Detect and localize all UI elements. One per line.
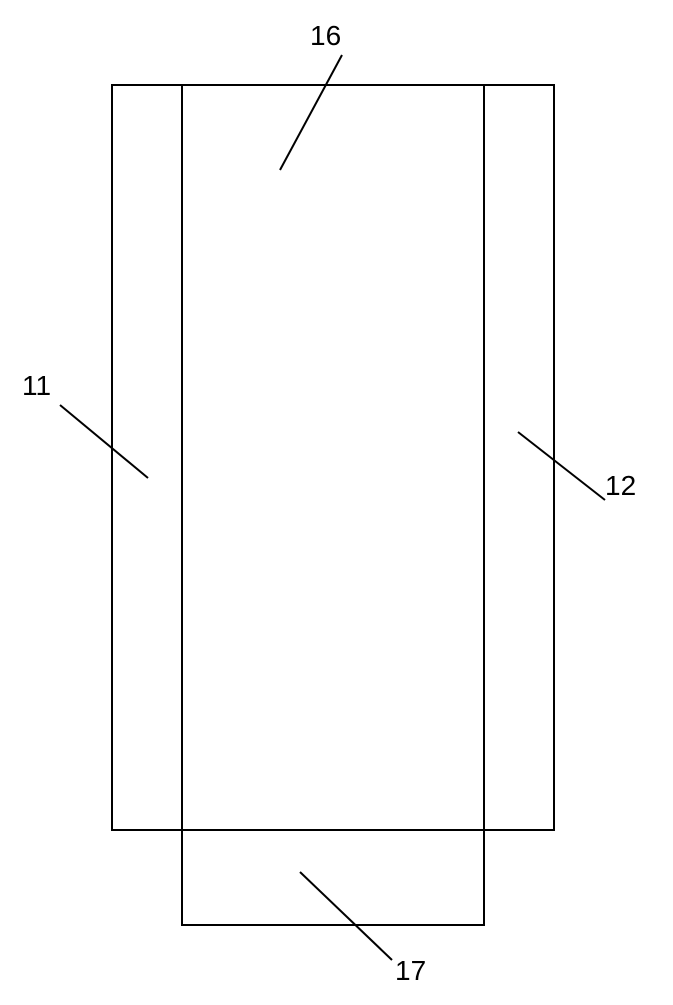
label-12: 12 <box>605 470 636 502</box>
leader-line-12 <box>518 432 605 500</box>
leader-line-16 <box>280 55 342 170</box>
bottom-rectangle <box>182 830 484 925</box>
diagram-svg <box>0 0 673 1000</box>
label-16: 16 <box>310 20 341 52</box>
leader-line-17 <box>300 872 392 960</box>
label-11: 11 <box>22 370 51 402</box>
outer-rectangle <box>112 85 554 830</box>
leader-line-11 <box>60 405 148 478</box>
technical-diagram: 16 11 12 17 <box>0 0 673 1000</box>
label-17: 17 <box>395 955 426 987</box>
